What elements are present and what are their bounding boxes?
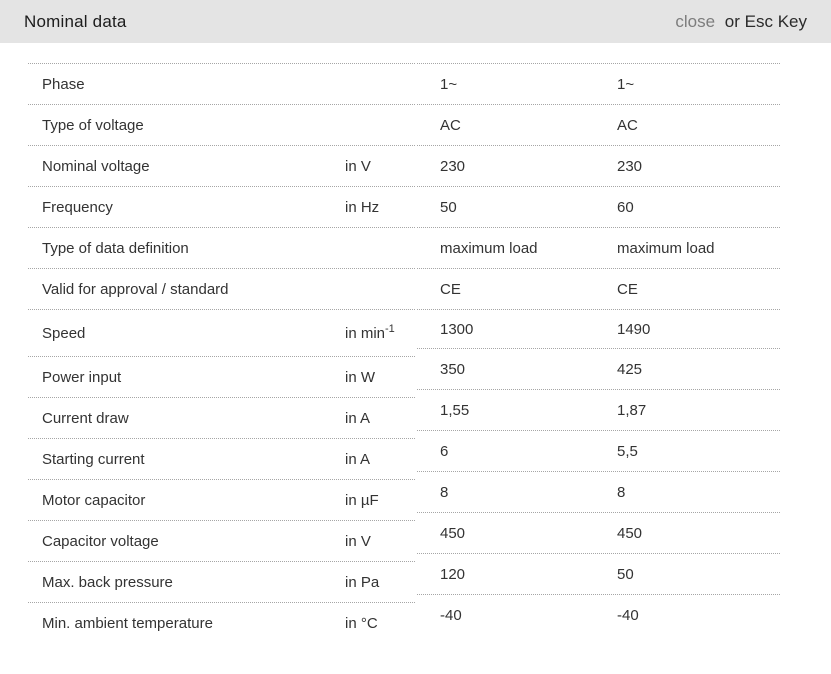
dialog-title: Nominal data [24,11,127,31]
close-area: close or Esc Key [675,12,807,32]
row-value-2: 425 [617,360,643,378]
row-value-1: 6 [440,442,449,460]
row-unit: in °C [345,615,378,632]
row-unit: in V [345,157,371,175]
row-value-1: 230 [440,157,466,175]
table-row-labels: Starting current in A [28,439,415,480]
row-value-1: CE [440,280,461,298]
table-row-labels: Nominal voltage in V [28,146,415,187]
table-row-values: AC AC [417,105,780,146]
table-row-labels: Type of voltage [28,105,415,146]
row-value-1: 1,55 [440,401,470,419]
row-value-1: 1~ [440,75,458,93]
table-row-values: 450 450 [417,513,780,554]
row-value-1: 8 [440,483,449,501]
table-row-values: 230 230 [417,146,780,187]
row-label: Type of data definition [42,239,189,257]
row-value-2: 1~ [617,75,635,93]
table-row-values: maximum load maximum load [417,228,780,269]
row-value-1: 120 [440,565,466,583]
values-column-group: 1~ 1~ AC AC 230 230 50 60 maximum load maximum lo… [417,63,780,644]
row-value-2: 8 [617,483,626,501]
table-row-labels: Current draw in A [28,398,415,439]
row-value-2: -40 [617,607,639,624]
row-unit: in µF [345,491,379,509]
table-row-labels: Power input in W [28,357,415,398]
table-row-values: CE CE [417,269,780,310]
row-label: Nominal voltage [42,157,150,175]
row-value-1: 450 [440,524,466,542]
row-unit: in A [345,409,371,427]
row-label: Max. back pressure [42,573,173,591]
row-label: Speed [42,324,86,342]
row-label: Min. ambient temperature [42,615,213,632]
label-unit-column-group: Phase Type of voltage Nominal voltage in V F… [28,63,415,644]
table-row-labels: Type of data definition [28,228,415,269]
row-label: Capacitor voltage [42,532,159,550]
row-value-2: 1490 [617,320,651,338]
row-value-2: 5,5 [617,442,638,460]
row-value-1: 350 [440,360,466,378]
row-value-2: CE [617,280,638,298]
row-label: Frequency [42,198,113,216]
row-label: Valid for approval / standard [42,280,229,298]
row-unit: in W [345,368,375,386]
table-row-values: 1,55 1,87 [417,390,780,431]
dialog-header: Nominal data close or Esc Key [0,0,831,43]
row-unit: in Pa [345,573,380,591]
table-row-labels: Valid for approval / standard [28,269,415,310]
row-value-2: 450 [617,524,643,542]
table-row-labels: Speed in min-1 [28,310,415,357]
row-unit: in Hz [345,198,380,216]
row-label: Motor capacitor [42,491,146,509]
row-label: Phase [42,75,85,93]
row-unit: in min-1 [345,322,395,342]
row-value-2: 50 [617,565,634,583]
close-button[interactable]: close [675,11,716,31]
row-value-2: 1,87 [617,401,647,419]
row-label: Current draw [42,409,129,427]
table-row-values: 1300 1490 [417,310,780,349]
table-row-values: -40 -40 [417,595,780,636]
esc-key-hint: or Esc Key [724,11,807,31]
row-value-2: AC [617,116,638,134]
row-label: Type of voltage [42,116,144,134]
row-value-2: maximum load [617,239,715,257]
table-row-labels: Phase [28,64,415,105]
table-row-labels: Capacitor voltage in V [28,521,415,562]
row-value-1: AC [440,116,461,134]
nominal-data-table: Phase Type of voltage Nominal voltage in V F… [28,63,780,644]
table-row-labels: Frequency in Hz [28,187,415,228]
table-row-values: 50 60 [417,187,780,228]
row-value-2: 60 [617,198,634,216]
table-row-labels: Max. back pressure in Pa [28,562,415,603]
row-value-2: 230 [617,157,643,175]
row-unit: in A [345,450,371,468]
row-label: Starting current [42,450,145,468]
row-value-1: -40 [440,607,462,624]
table-row-values: 6 5,5 [417,431,780,472]
table-row-values: 1~ 1~ [417,64,780,105]
row-value-1: maximum load [440,239,538,257]
row-value-1: 50 [440,198,457,216]
table-row-labels: Motor capacitor in µF [28,480,415,521]
table-row-values: 120 50 [417,554,780,595]
row-unit: in V [345,532,371,550]
row-value-1: 1300 [440,320,474,338]
table-row-values: 350 425 [417,349,780,390]
row-label: Power input [42,368,122,386]
table-row-labels: Min. ambient temperature in °C [28,603,415,644]
